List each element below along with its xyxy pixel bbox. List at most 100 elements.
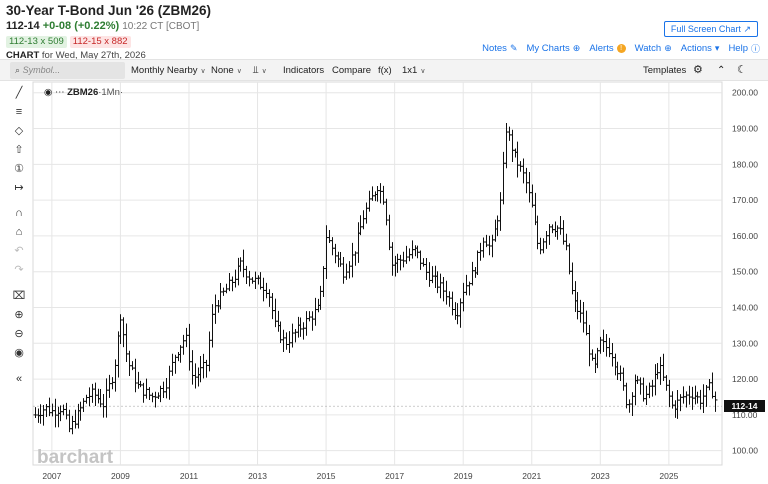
trash-icon[interactable]: ⌧ xyxy=(12,290,26,302)
eye-icon[interactable]: ◉ xyxy=(14,347,24,359)
moon-icon[interactable]: ☾ xyxy=(737,64,747,76)
ohlc-bar xyxy=(84,394,89,404)
actions-menu[interactable]: Actions ▾ xyxy=(681,43,720,54)
ohlc-bar xyxy=(478,242,483,261)
templates-button[interactable]: Templates xyxy=(643,65,687,76)
alerts-link[interactable]: Alerts ! xyxy=(589,43,626,54)
ohlc-bar xyxy=(238,257,243,272)
ohlc-bar xyxy=(178,345,183,363)
ohlc-bar xyxy=(421,258,426,267)
x-tick-label: 2011 xyxy=(180,471,199,481)
barchart-watermark: barchart xyxy=(37,447,114,468)
ohlc-bar xyxy=(684,391,689,408)
ohlc-bar xyxy=(401,251,406,268)
symbol-search-input[interactable]: ⌕ Symbol... xyxy=(10,62,125,79)
full-screen-label: Full Screen Chart xyxy=(670,24,741,34)
ohlc-bar xyxy=(630,392,635,416)
ohlc-bar xyxy=(233,269,238,288)
ohlc-bar xyxy=(293,329,298,343)
ohlc-bar xyxy=(244,265,249,284)
ohlc-bar xyxy=(615,361,620,381)
ohlc-bar xyxy=(153,391,158,408)
header-links: Notes ✎ My Charts ⊕ Alerts ! Watch ⊕ Act… xyxy=(482,41,760,55)
chevron-up-double-icon[interactable]: ⌃ xyxy=(717,65,726,76)
watch-link[interactable]: Watch ⊕ xyxy=(635,43,672,54)
ohlc-bar xyxy=(176,352,181,362)
collapse-left-icon[interactable]: « xyxy=(15,373,23,385)
chart-toolbar: ⌕ Symbol... Monthly Nearby ∨ None ∨ ⫫ ∨ Ind… xyxy=(0,59,768,81)
help-menu[interactable]: Help ⓘ xyxy=(728,42,760,55)
ohlc-bar xyxy=(713,391,718,412)
my-charts-link[interactable]: My Charts ⊕ xyxy=(526,43,580,54)
ohlc-bar xyxy=(575,291,580,320)
lock-icon[interactable]: ⌂ xyxy=(15,226,23,238)
ohlc-bar xyxy=(438,273,443,299)
ohlc-bar xyxy=(398,254,403,271)
my-charts-label: My Charts xyxy=(526,42,570,54)
zoom-out-icon[interactable]: ⊖ xyxy=(14,328,24,340)
layout-dropdown[interactable]: 1x1 ∨ xyxy=(402,60,425,82)
x-tick-label: 2013 xyxy=(248,471,267,481)
ohlc-bar xyxy=(647,382,652,399)
indicators-button[interactable]: Indicators xyxy=(283,65,325,76)
fibonacci-icon[interactable]: ≡ xyxy=(15,106,23,118)
eye-icon[interactable]: ◉ xyxy=(44,87,53,98)
ohlc-bar xyxy=(270,292,275,320)
zoom-in-icon[interactable]: ⊕ xyxy=(14,309,24,321)
arrow-up-icon[interactable]: ⇧ xyxy=(14,144,24,156)
text-annotation-icon[interactable]: ① xyxy=(14,163,24,175)
ohlc-bar xyxy=(541,238,546,254)
ohlc-bar xyxy=(687,385,692,405)
trendline-icon[interactable]: ╱ xyxy=(15,87,23,99)
ohlc-bar xyxy=(387,214,392,251)
ohlc-bar xyxy=(567,243,572,275)
full-screen-chart-button[interactable]: Full Screen Chart ↗ xyxy=(663,21,758,37)
ohlc-bar xyxy=(653,364,658,396)
ohlc-bar xyxy=(338,251,343,267)
external-link-icon: ↗ xyxy=(743,24,751,34)
plot-area xyxy=(32,81,723,466)
compare-button[interactable]: Compare xyxy=(332,65,372,76)
ohlc-bar xyxy=(510,129,515,163)
ohlc-bar xyxy=(513,148,518,158)
watch-label: Watch xyxy=(634,42,662,54)
ohlc-bar xyxy=(710,372,715,399)
ohlc-bar xyxy=(430,266,435,284)
bar-type-dropdown[interactable]: ⫫ ∨ xyxy=(253,60,267,82)
redo-icon[interactable]: ↷ xyxy=(14,264,24,276)
ohlc-bar xyxy=(333,243,338,264)
ohlc-bar xyxy=(384,198,389,226)
ohlc-bar xyxy=(181,334,186,355)
ohlc-bar xyxy=(170,353,175,376)
ohlc-bar xyxy=(450,291,455,316)
ohlc-bar xyxy=(138,380,143,388)
overlay-dropdown[interactable]: None ∨ xyxy=(211,60,242,82)
plus-circle-icon: ⊕ xyxy=(664,42,672,53)
more-icon[interactable]: ⋯ xyxy=(54,87,65,98)
y-tick-label: 140.00 xyxy=(732,303,758,313)
ohlc-bar xyxy=(447,291,452,307)
shapes-icon[interactable]: ◇ xyxy=(14,125,24,137)
aggregation-dropdown[interactable]: Monthly Nearby ∨ xyxy=(131,60,206,82)
ohlc-bar xyxy=(227,272,232,292)
function-button[interactable]: f(x) xyxy=(378,65,392,76)
measure-icon[interactable]: ↦ xyxy=(14,182,24,194)
ohlc-bar xyxy=(284,332,289,350)
gear-icon[interactable]: ⚙ xyxy=(693,64,703,76)
undo-icon[interactable]: ↶ xyxy=(14,245,24,257)
ohlc-bar xyxy=(118,314,123,345)
ohlc-bar xyxy=(198,356,203,383)
ohlc-bar xyxy=(113,359,118,392)
ohlc-bar xyxy=(433,265,438,289)
ohlc-bar xyxy=(184,327,189,348)
ohlc-bar xyxy=(444,280,449,305)
caret-down-icon: ▾ xyxy=(714,42,720,53)
ohlc-bar xyxy=(136,371,141,389)
last-price: 112-14 xyxy=(6,20,40,32)
quote-time: 10:22 CT [CBOT] xyxy=(122,21,200,32)
notes-link[interactable]: Notes ✎ xyxy=(482,43,517,54)
ohlc-bar xyxy=(307,311,312,322)
magnet-icon[interactable]: ∩ xyxy=(15,207,23,219)
ohlc-bar xyxy=(310,311,315,331)
